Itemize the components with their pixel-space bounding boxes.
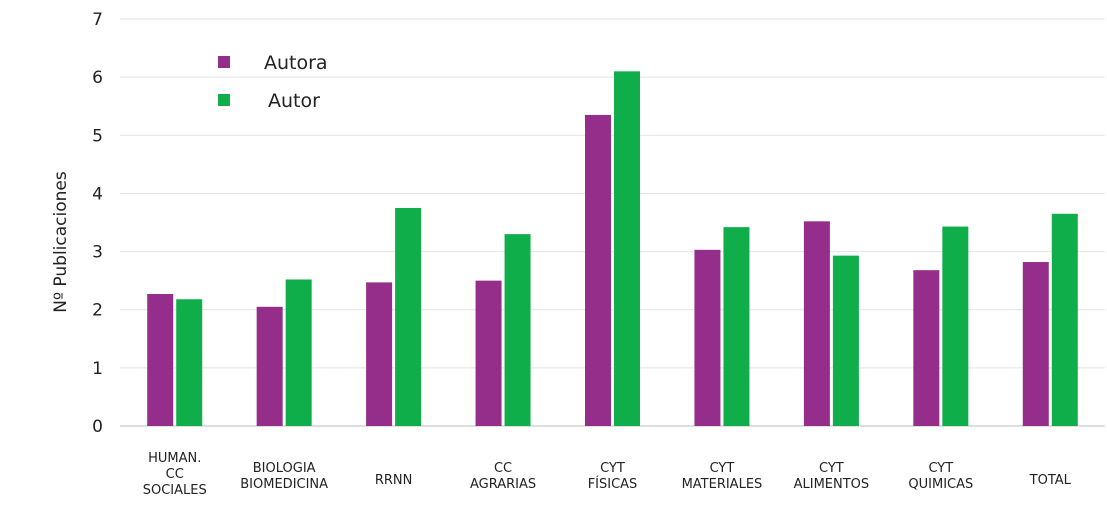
y-tick-label: 4 bbox=[92, 184, 103, 204]
legend-swatch bbox=[218, 94, 230, 106]
y-axis-label: Nº Publicaciones bbox=[51, 171, 71, 313]
bar-autora bbox=[475, 280, 502, 426]
legend-label: Autor bbox=[268, 90, 320, 112]
x-tick-label: RRNN bbox=[375, 473, 413, 488]
y-tick-label: 7 bbox=[92, 10, 103, 30]
y-tick-label: 1 bbox=[92, 359, 103, 379]
bar-autor bbox=[942, 226, 969, 426]
bar-autor bbox=[832, 255, 859, 426]
x-category-label: RRNN bbox=[375, 473, 413, 488]
y-tick-label: 2 bbox=[92, 301, 103, 321]
bar-autora bbox=[1022, 262, 1049, 426]
bar-autor bbox=[176, 299, 203, 426]
y-tick-label: 3 bbox=[92, 243, 103, 263]
y-tick-label: 6 bbox=[92, 68, 103, 88]
x-tick-label: SOCIALES bbox=[143, 483, 207, 498]
x-tick-label: MATERIALES bbox=[682, 477, 763, 492]
y-tick-label: 0 bbox=[92, 417, 103, 437]
bar-autor bbox=[614, 71, 640, 426]
bar-autora bbox=[803, 221, 830, 426]
x-tick-label: ALIMENTOS bbox=[794, 477, 870, 492]
x-tick-label: CC bbox=[494, 461, 512, 476]
bar-autora bbox=[147, 294, 174, 426]
x-tick-label: BIOLOGIA bbox=[253, 461, 316, 476]
bar-autora bbox=[694, 249, 721, 426]
x-tick-label: QUIMICAS bbox=[908, 477, 973, 492]
legend: Autora Autor bbox=[218, 52, 328, 112]
bar-autor bbox=[1051, 213, 1078, 426]
x-tick-label: TOTAL bbox=[1029, 473, 1072, 488]
bar-autor bbox=[504, 234, 531, 426]
bar-autora bbox=[366, 282, 393, 426]
bar-autor bbox=[285, 279, 312, 426]
x-tick-label: CYT bbox=[710, 461, 735, 476]
x-category-label: TOTAL bbox=[1029, 473, 1072, 488]
legend-swatch bbox=[218, 56, 230, 68]
bar-autora bbox=[585, 114, 611, 426]
bars bbox=[147, 71, 1078, 426]
x-tick-label: AGRARIAS bbox=[470, 477, 536, 492]
gridlines bbox=[120, 18, 1105, 427]
x-tick-label: CC bbox=[166, 467, 184, 482]
legend-label: Autora bbox=[264, 52, 328, 74]
bar-autor bbox=[723, 227, 750, 426]
bar-autor bbox=[395, 207, 422, 426]
x-tick-label: CYT bbox=[819, 461, 844, 476]
x-tick-label: CYT bbox=[600, 461, 625, 476]
y-axis: 0 1 2 3 4 5 6 7 bbox=[92, 10, 103, 437]
bar-autora bbox=[256, 306, 283, 426]
x-tick-label: HUMAN. bbox=[148, 451, 201, 466]
y-tick-label: 5 bbox=[92, 126, 103, 146]
bar-autora bbox=[913, 270, 940, 426]
x-tick-label: FÍSICAS bbox=[588, 476, 638, 492]
x-tick-label: CYT bbox=[928, 461, 953, 476]
x-tick-label: BIOMEDICINA bbox=[240, 477, 328, 492]
